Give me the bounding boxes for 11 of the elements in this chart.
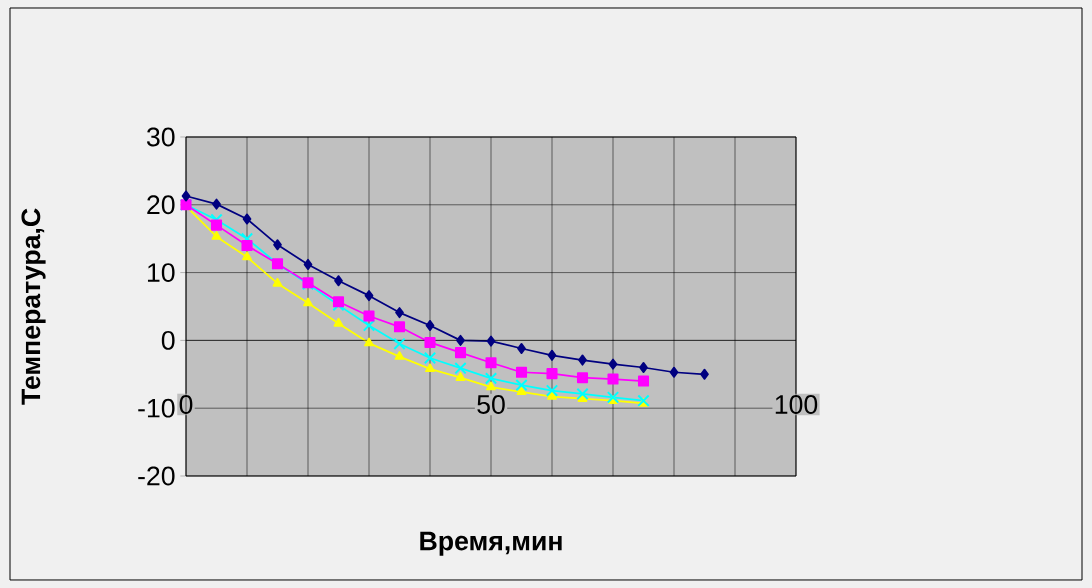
y-tick-label: 30	[146, 127, 175, 147]
x-tick-label: 50	[477, 395, 505, 414]
y-axis-title: Температура,С	[21, 208, 46, 405]
y-tick-label: 10	[147, 263, 175, 283]
y-tick-label: -20	[138, 466, 175, 486]
y-tick-label: -10	[138, 398, 175, 418]
y-tick-label: 20	[147, 195, 175, 215]
y-tick-label: 0	[161, 330, 175, 350]
x-tick-label: 0	[179, 395, 193, 414]
x-tick-label: 100	[775, 395, 818, 414]
x-axis-title: Время,мин	[420, 531, 562, 556]
